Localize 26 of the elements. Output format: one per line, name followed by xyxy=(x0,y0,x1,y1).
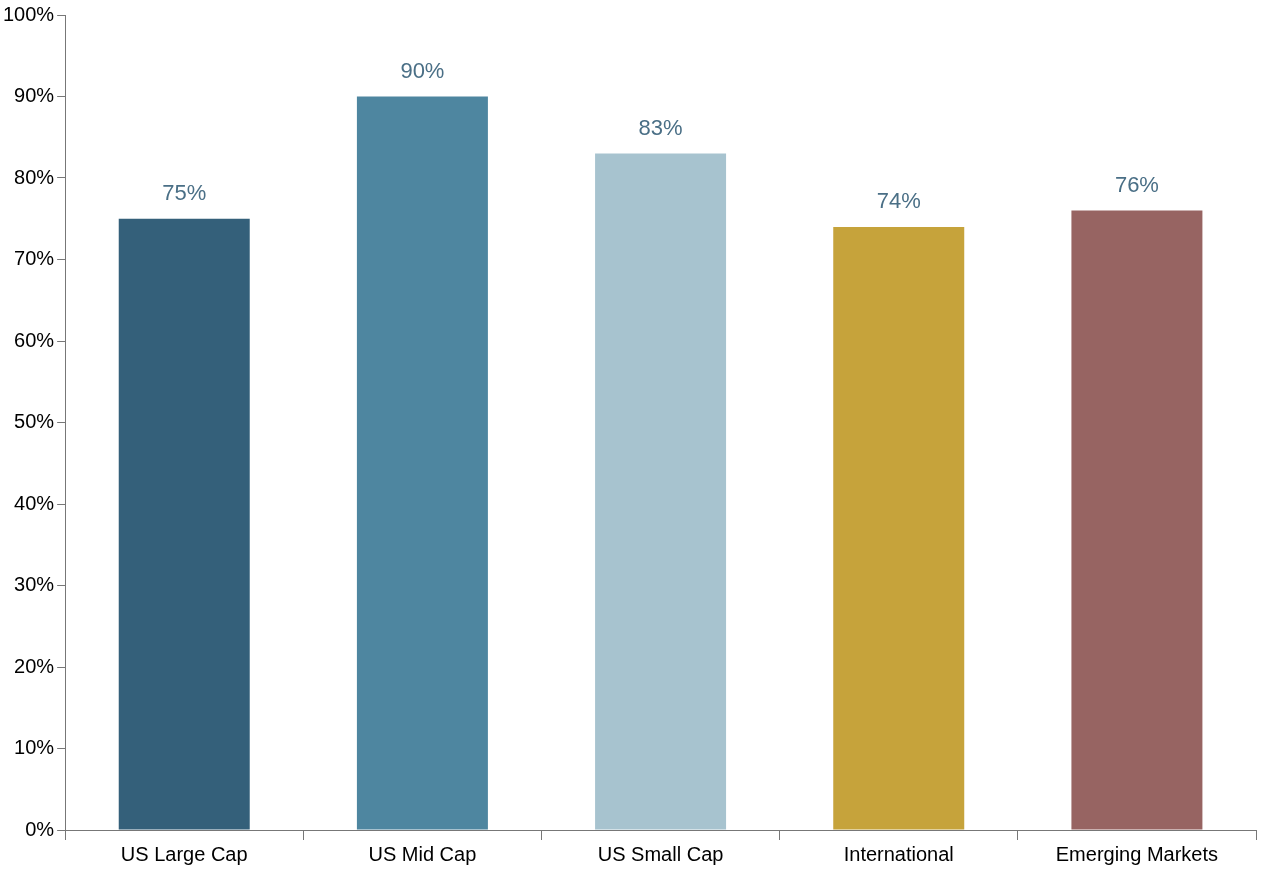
data-label: 75% xyxy=(162,179,207,205)
y-tick-label: 20% xyxy=(14,654,55,677)
data-label: 83% xyxy=(638,114,683,140)
y-tick-label: 10% xyxy=(14,736,55,759)
bar xyxy=(1071,210,1203,830)
x-tick-label: US Mid Cap xyxy=(368,842,477,865)
bar xyxy=(118,218,250,830)
x-tick-label: US Large Cap xyxy=(120,842,248,865)
y-tick-label: 100% xyxy=(3,2,55,25)
y-tick-label: 90% xyxy=(14,84,55,107)
y-tick-label: 50% xyxy=(14,410,55,433)
data-label: 76% xyxy=(1114,171,1159,197)
bar xyxy=(595,153,727,830)
data-label: 74% xyxy=(876,187,921,213)
data-label: 90% xyxy=(400,57,445,83)
y-tick-label: 30% xyxy=(14,573,55,596)
x-tick-label: International xyxy=(843,842,954,865)
y-tick-label: 40% xyxy=(14,491,55,514)
bar xyxy=(833,226,965,830)
bar xyxy=(356,96,488,830)
y-tick-label: 0% xyxy=(25,817,55,840)
y-tick-label: 70% xyxy=(14,247,55,270)
x-tick-label: Emerging Markets xyxy=(1055,842,1219,865)
x-tick-label: US Small Cap xyxy=(597,842,724,865)
y-tick-label: 60% xyxy=(14,328,55,351)
y-tick-label: 80% xyxy=(14,165,55,188)
